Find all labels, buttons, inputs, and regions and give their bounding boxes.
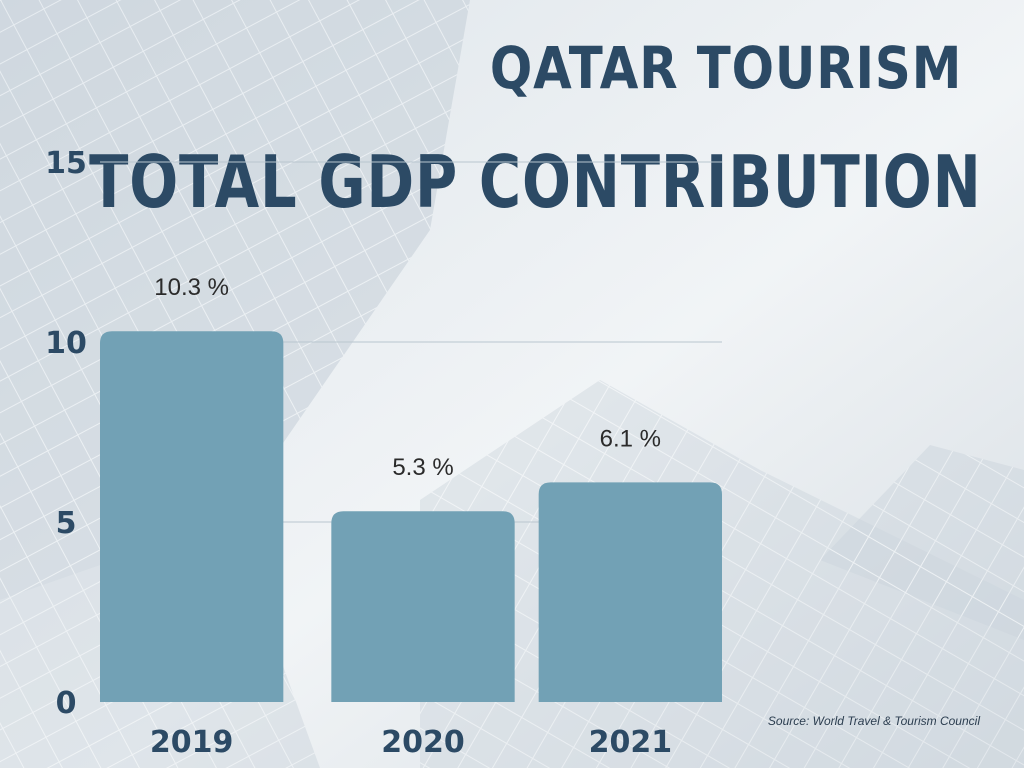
x-tick-label: 2021	[589, 725, 673, 760]
bar-2021	[538, 482, 722, 702]
source-note: Source: World Travel & Tourism Council	[767, 714, 980, 728]
x-axis-ticks: 2019 2020 2021	[150, 725, 672, 760]
bar-2019	[100, 331, 284, 702]
data-label: 5.3 %	[392, 454, 453, 481]
bars	[100, 331, 722, 702]
data-label: 10.3 %	[154, 274, 229, 301]
x-tick-label: 2019	[150, 725, 234, 760]
title-line-2: TOTAL GDP CONTRIBUTION	[89, 140, 982, 224]
data-label: 6.1 %	[600, 425, 661, 452]
y-tick-label: 15	[45, 146, 87, 181]
y-tick-label: 5	[56, 506, 77, 541]
y-tick-label: 0	[56, 686, 77, 721]
title-line-1: QATAR TOURISM	[489, 34, 962, 102]
y-axis-ticks: 0 5 10 15	[45, 146, 87, 721]
y-tick-label: 10	[45, 326, 87, 361]
x-tick-label: 2020	[381, 725, 465, 760]
data-labels: 10.3 % 5.3 % 6.1 %	[154, 274, 661, 481]
bar-2020	[331, 511, 515, 702]
